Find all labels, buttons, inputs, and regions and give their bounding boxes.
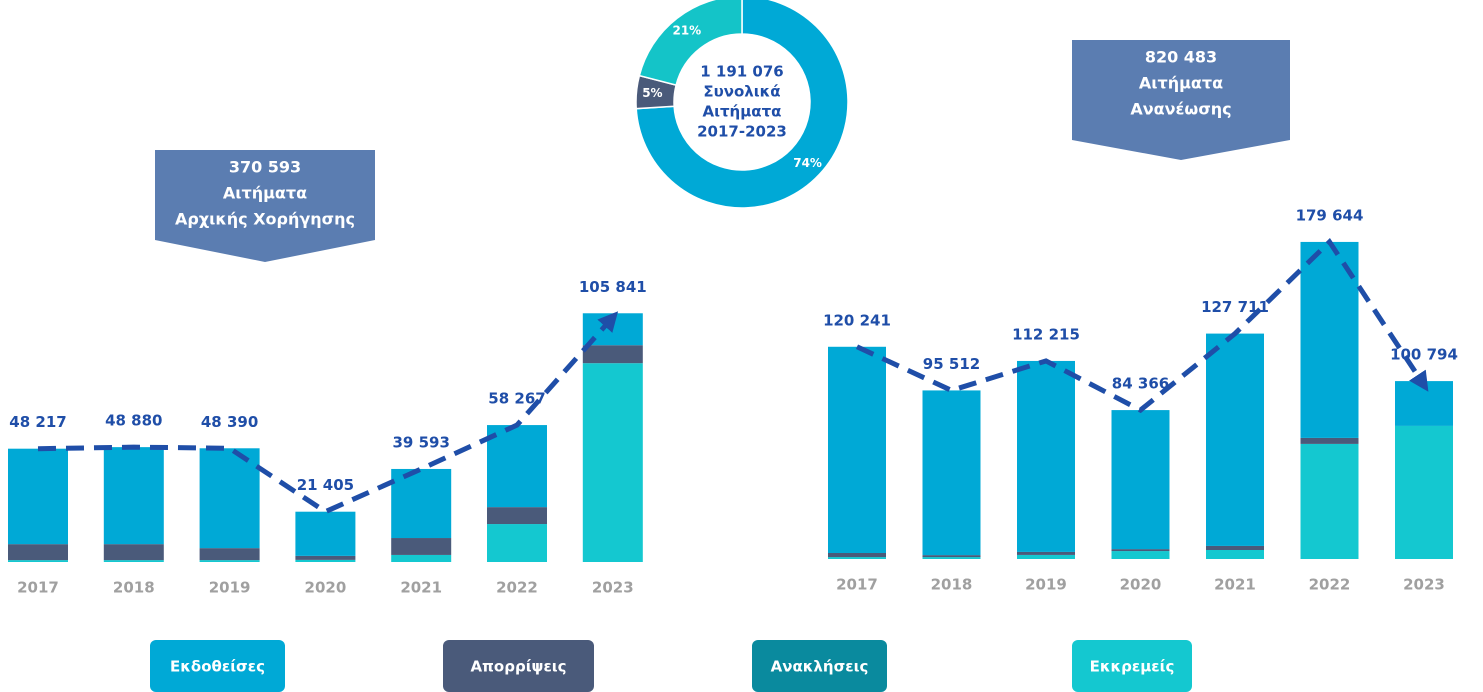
bar-segment: [922, 555, 981, 558]
callout-text: 820 483: [1145, 48, 1217, 67]
bar-segment: [1395, 425, 1453, 559]
bar-segment: [1111, 410, 1170, 550]
bar-segment: [103, 560, 164, 562]
legend-swatch: [443, 640, 594, 692]
callout-text: Αιτήματα: [1139, 74, 1223, 93]
x-tick-label: 2023: [592, 579, 634, 597]
bar-segment: [1300, 437, 1359, 444]
bar-segment: [1206, 333, 1264, 546]
slice-label: 5%: [642, 86, 662, 100]
legend-swatch: [1072, 640, 1192, 692]
bar-segment: [199, 448, 260, 549]
x-tick-label: 2019: [209, 579, 251, 597]
slice-label: 21%: [672, 23, 701, 37]
bar-segment: [391, 554, 452, 562]
x-tick-label: 2017: [17, 579, 59, 597]
legend-label: Εκκρεμείς: [1090, 658, 1175, 676]
value-label: 112 215: [1012, 325, 1080, 343]
bar-segment: [828, 346, 886, 553]
bar-segment: [1206, 545, 1264, 550]
bar-segment: [199, 560, 260, 562]
bar-segment: [487, 524, 547, 562]
donut-slice: [638, 0, 743, 87]
donut-center-text: Αιτήματα: [703, 103, 782, 121]
value-label: 58 267: [488, 390, 545, 408]
bar-segment: [8, 560, 68, 562]
legend-label: Εκδοθείσες: [170, 658, 265, 676]
bar-segment: [922, 390, 981, 556]
x-tick-label: 2018: [113, 579, 155, 597]
value-label: 48 390: [201, 413, 258, 431]
callout-text: Αιτήματα: [223, 184, 307, 203]
donut-center-text: Συνολικά: [703, 83, 780, 101]
bar-segment: [582, 345, 643, 364]
value-label: 84 366: [1112, 375, 1169, 393]
donut-slice: [635, 0, 849, 209]
bar-segment: [103, 447, 164, 545]
legend-label: Απορρίψεις: [470, 658, 566, 676]
value-label: 120 241: [823, 311, 891, 329]
trend-line: [855, 238, 1429, 414]
value-label: 105 841: [579, 278, 647, 296]
bar-segment: [1111, 549, 1170, 552]
x-tick-label: 2022: [496, 579, 538, 597]
bar-segment: [391, 468, 452, 539]
bar-segment: [487, 425, 547, 508]
x-tick-label: 2021: [1214, 576, 1256, 594]
bar-segment: [295, 511, 356, 556]
bar-segment: [8, 448, 68, 545]
x-tick-label: 2020: [305, 579, 347, 597]
bar-segment: [1206, 549, 1264, 559]
bar-segment: [199, 548, 260, 561]
x-tick-label: 2023: [1403, 576, 1445, 594]
donut-center-text: 1 191 076: [700, 63, 784, 81]
donut-center-text: 2017-2023: [697, 123, 787, 141]
callout-box: [155, 150, 375, 262]
x-tick-label: 2021: [400, 579, 442, 597]
value-label: 48 880: [105, 412, 162, 430]
bar-segment: [8, 544, 68, 561]
value-label: 95 512: [923, 355, 980, 373]
bar-segment: [828, 552, 886, 558]
value-label: 127 711: [1201, 298, 1269, 316]
value-label: 39 593: [392, 433, 449, 451]
legend-swatch: [150, 640, 285, 692]
bar-segment: [391, 538, 452, 555]
bar-segment: [295, 555, 356, 560]
bar-segment: [828, 557, 886, 559]
value-label: 179 644: [1296, 206, 1364, 224]
bar-segment: [1017, 360, 1075, 552]
value-label: 100 794: [1390, 346, 1458, 364]
callout-text: Ανανέωσης: [1130, 100, 1231, 119]
bar-segment: [1300, 443, 1359, 559]
value-label: 21 405: [297, 476, 354, 494]
callout-box: [1072, 40, 1290, 160]
legend-label: Ανακλήσεις: [771, 658, 869, 676]
legend-swatch: [752, 640, 887, 692]
trend-line: [37, 311, 619, 515]
bar-segment: [922, 557, 981, 559]
bar-segment: [1017, 551, 1075, 555]
x-tick-label: 2017: [836, 576, 878, 594]
x-tick-label: 2018: [931, 576, 973, 594]
bar-segment: [487, 507, 547, 525]
bar-segment: [1111, 551, 1170, 559]
bar-segment: [582, 363, 643, 562]
bar-segment: [295, 559, 356, 562]
slice-label: 74%: [793, 156, 822, 170]
bar-segment: [1395, 381, 1453, 426]
callout-text: Αρχικής Χορήγησης: [175, 210, 355, 229]
bar-segment: [103, 544, 164, 561]
x-tick-label: 2022: [1309, 576, 1351, 594]
x-tick-label: 2020: [1120, 576, 1162, 594]
value-label: 48 217: [9, 413, 66, 431]
x-tick-label: 2019: [1025, 576, 1067, 594]
callout-text: 370 593: [229, 158, 301, 177]
bar-segment: [1017, 554, 1075, 559]
